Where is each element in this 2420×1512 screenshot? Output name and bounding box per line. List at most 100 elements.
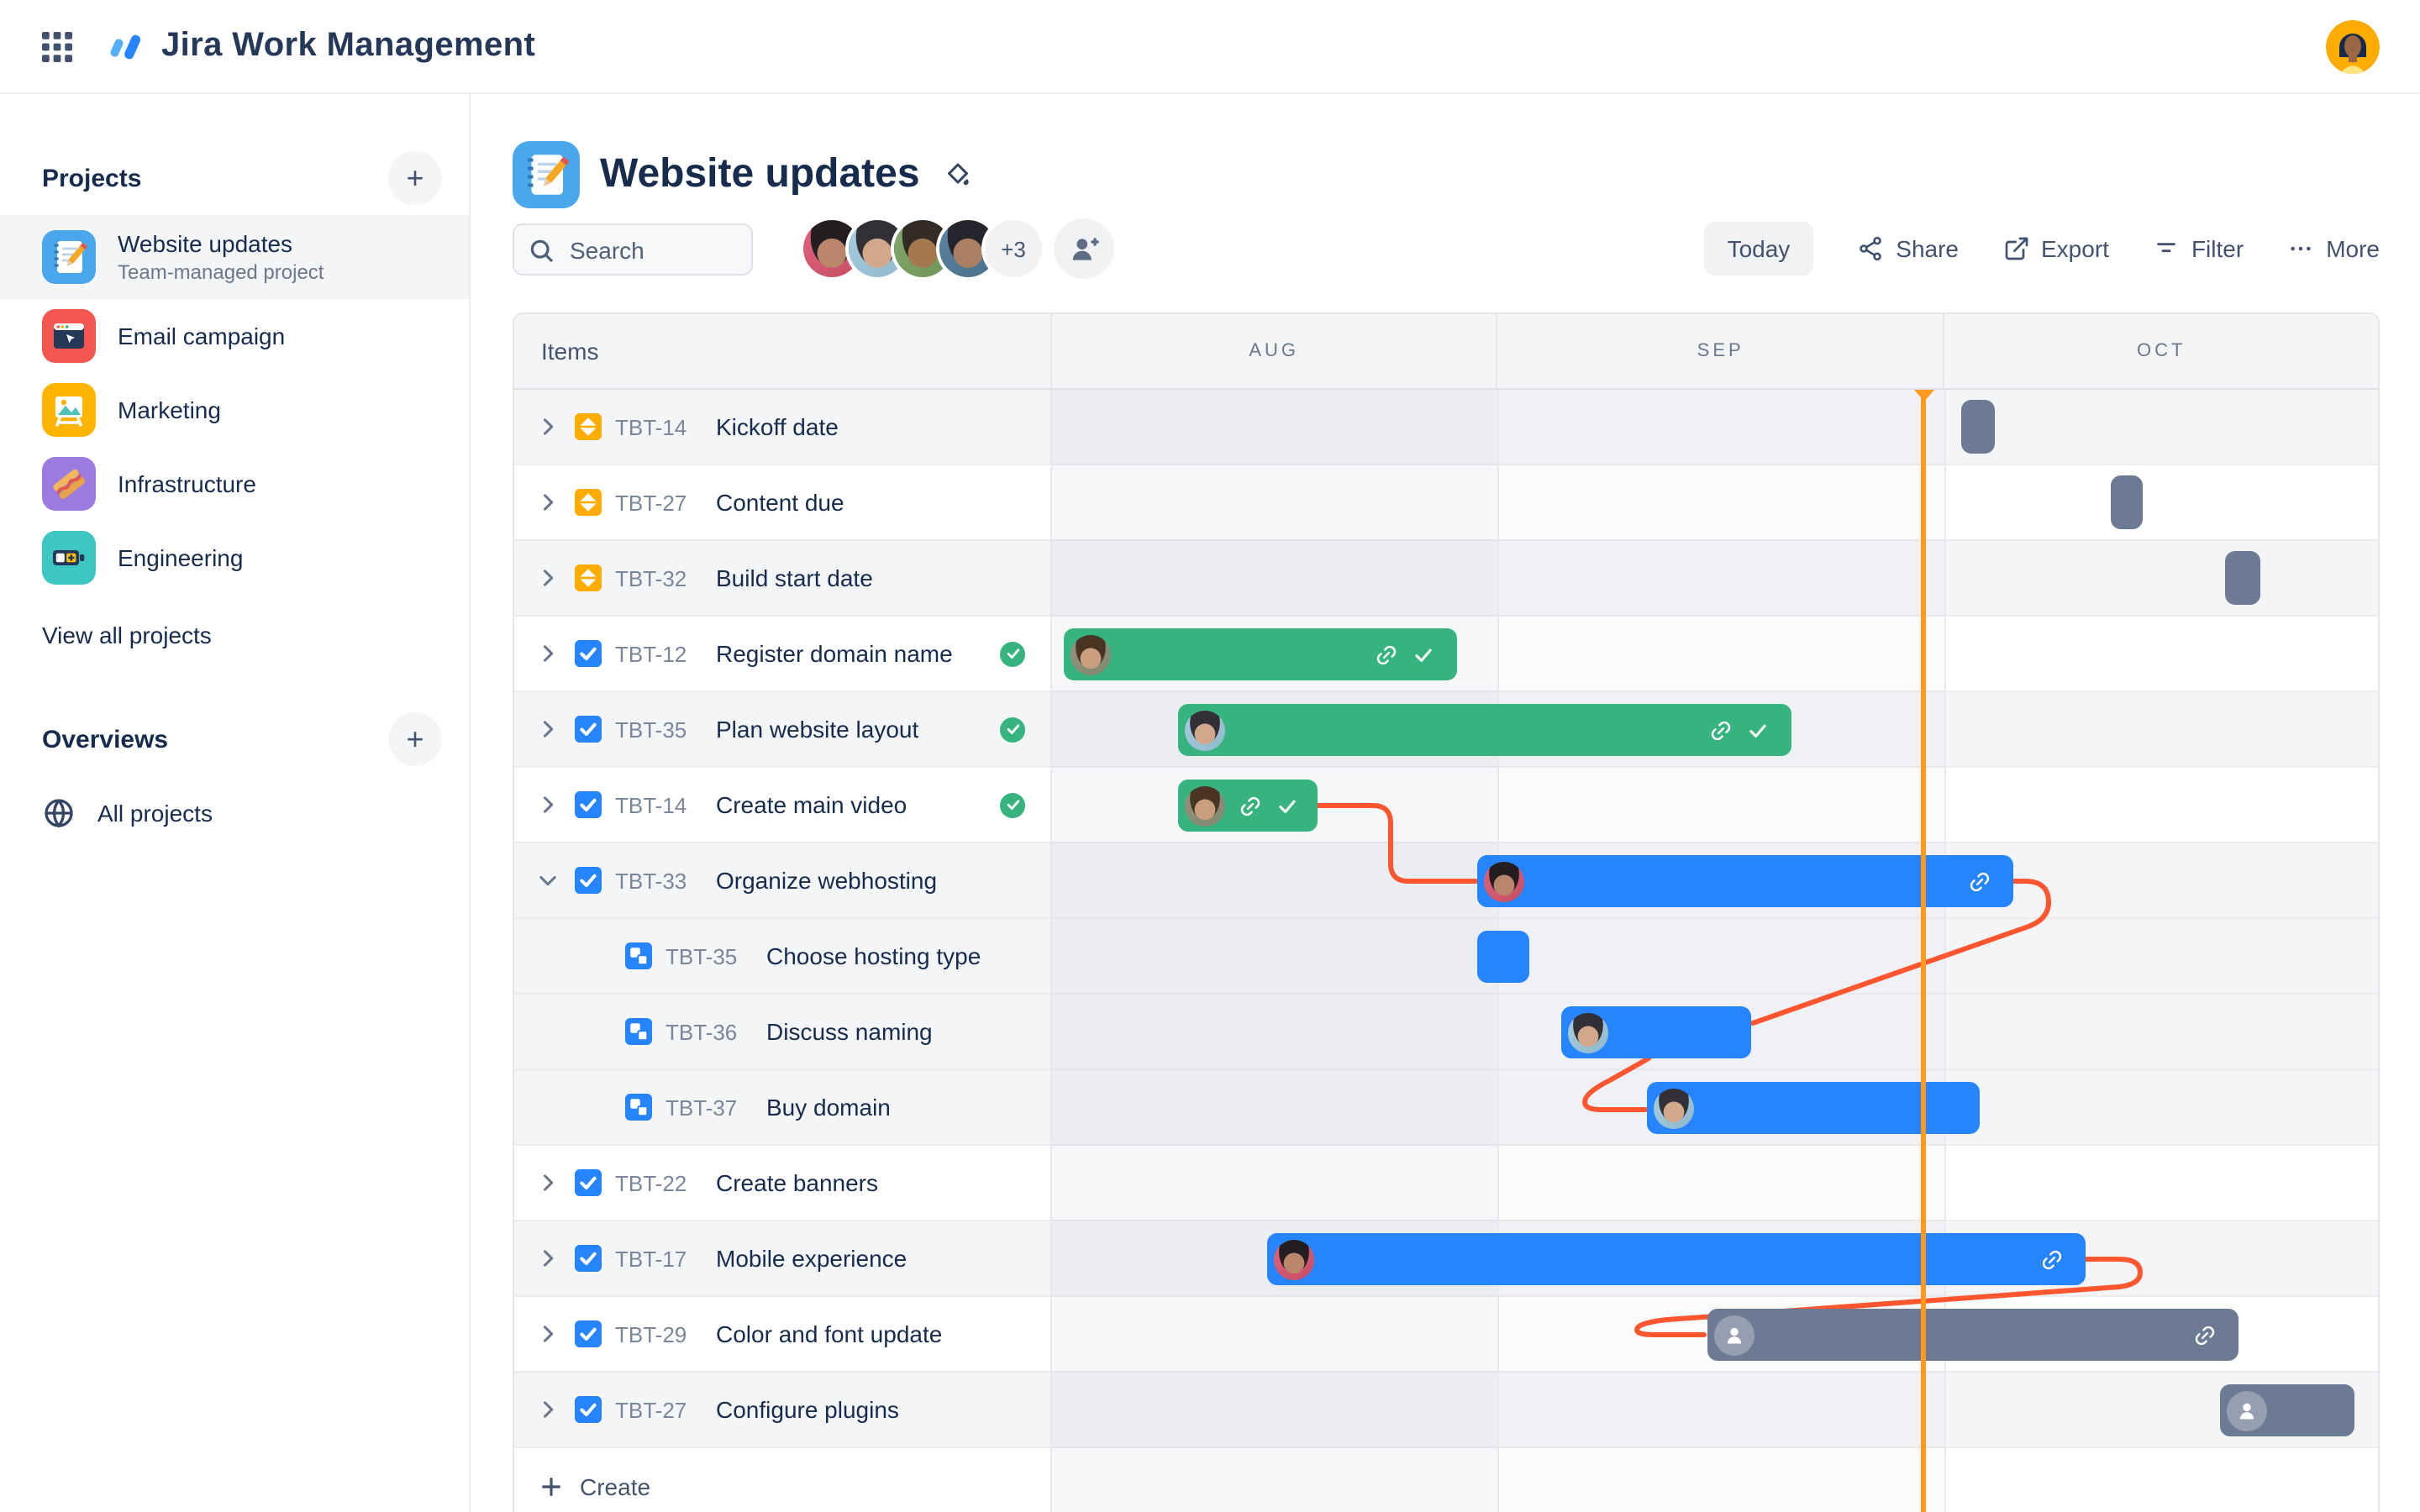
view-all-projects-link[interactable]: View all projects bbox=[42, 622, 212, 648]
assignee-avatar bbox=[1185, 710, 1225, 750]
avatar-overflow-count[interactable]: +3 bbox=[985, 220, 1042, 277]
timeline-row-register-domain-name[interactable]: TBT-12 Register domain name bbox=[514, 617, 2378, 692]
notebook-blue-icon bbox=[42, 230, 96, 284]
link-icon bbox=[1709, 718, 1733, 742]
add-overview-button[interactable]: + bbox=[388, 712, 442, 766]
sidebar-project-engineering[interactable]: Engineering bbox=[0, 521, 469, 595]
items-cell: TBT-33 Organize webhosting bbox=[514, 843, 1050, 917]
timeline-row-content-due[interactable]: TBT-27 Content due bbox=[514, 465, 2378, 541]
milestone-bar[interactable] bbox=[1961, 400, 1995, 454]
timeline-row-create-main-video[interactable]: TBT-14 Create main video bbox=[514, 768, 2378, 843]
items-cell: TBT-17 Mobile experience bbox=[514, 1221, 1050, 1295]
issue-key: TBT-12 bbox=[615, 641, 687, 666]
gantt-bar[interactable] bbox=[1707, 1309, 2238, 1361]
done-status-icon bbox=[1000, 792, 1025, 817]
account-avatar[interactable] bbox=[2326, 20, 2380, 74]
timeline-row-create-banners[interactable]: TBT-22 Create banners bbox=[514, 1146, 2378, 1221]
chevron-right-icon[interactable] bbox=[534, 1320, 561, 1347]
issue-key: TBT-36 bbox=[666, 1019, 738, 1044]
check-icon bbox=[1746, 718, 1770, 742]
chevron-right-icon[interactable] bbox=[534, 640, 561, 667]
gantt-bar[interactable] bbox=[1267, 1233, 2086, 1285]
issue-key: TBT-14 bbox=[615, 414, 687, 439]
items-cell: TBT-27 Configure plugins bbox=[514, 1373, 1050, 1446]
milestone-bar[interactable] bbox=[2111, 475, 2143, 529]
sidebar-project-marketing[interactable]: Marketing bbox=[0, 373, 469, 447]
gantt-bar[interactable] bbox=[1064, 628, 1457, 680]
gantt-bar[interactable] bbox=[2220, 1384, 2354, 1436]
timeline-row-buy-domain[interactable]: TBT-37 Buy domain bbox=[514, 1070, 2378, 1146]
timeline-row-build-start-date[interactable]: TBT-32 Build start date bbox=[514, 541, 2378, 617]
issue-key: TBT-35 bbox=[666, 943, 738, 969]
issue-key: TBT-17 bbox=[615, 1246, 687, 1271]
timeline-row-configure-plugins[interactable]: TBT-27 Configure plugins bbox=[514, 1373, 2378, 1448]
gantt-bar[interactable] bbox=[1178, 704, 1791, 756]
sidebar-project-email-campaign[interactable]: Email campaign bbox=[0, 299, 469, 373]
milestone-bar[interactable] bbox=[2225, 551, 2260, 605]
timeline-row-discuss-naming[interactable]: TBT-36 Discuss naming bbox=[514, 995, 2378, 1070]
more-button[interactable]: More bbox=[2287, 235, 2380, 262]
timeline-table: Items AUG SEP OCT TBT-14 Kickoff date TBT-27… bbox=[513, 312, 2380, 1512]
filter-button[interactable]: Filter bbox=[2153, 235, 2244, 262]
timeline-row-choose-hosting-type[interactable]: TBT-35 Choose hosting type bbox=[514, 919, 2378, 995]
export-icon bbox=[2004, 237, 2028, 260]
app-switcher-icon[interactable] bbox=[30, 19, 84, 73]
chevron-right-icon[interactable] bbox=[534, 489, 561, 516]
chevron-right-icon[interactable] bbox=[534, 1245, 561, 1272]
link-icon bbox=[1375, 643, 1398, 666]
battery-teal-icon bbox=[42, 531, 96, 585]
timeline-row-kickoff-date[interactable]: TBT-14 Kickoff date bbox=[514, 390, 2378, 465]
chevron-right-icon[interactable] bbox=[534, 1396, 561, 1423]
share-button[interactable]: Share bbox=[1857, 235, 1959, 262]
overview-name: All projects bbox=[97, 800, 213, 827]
search-icon bbox=[530, 239, 553, 261]
create-item-row[interactable]: Create bbox=[514, 1448, 2378, 1512]
assignee-avatar bbox=[1071, 634, 1111, 675]
add-project-button[interactable]: + bbox=[388, 151, 442, 205]
gantt-bar[interactable] bbox=[1178, 780, 1318, 832]
export-button[interactable]: Export bbox=[2002, 235, 2109, 262]
chevron-right-icon[interactable] bbox=[534, 413, 561, 440]
product-name: Jira Work Management bbox=[161, 27, 536, 64]
items-cell: TBT-32 Build start date bbox=[514, 541, 1050, 615]
sidebar-item-all-projects[interactable]: All projects bbox=[42, 783, 469, 843]
person-add-icon bbox=[1071, 237, 1098, 260]
chevron-right-icon[interactable] bbox=[534, 791, 561, 818]
gantt-bar[interactable] bbox=[1561, 1006, 1751, 1058]
sidebar-project-infrastructure[interactable]: Infrastructure bbox=[0, 447, 469, 521]
timeline-row-plan-website-layout[interactable]: TBT-35 Plan website layout bbox=[514, 692, 2378, 768]
style-ink-icon[interactable] bbox=[944, 160, 974, 190]
timeline-row-organize-webhosting[interactable]: TBT-33 Organize webhosting bbox=[514, 843, 2378, 919]
issue-key: TBT-33 bbox=[615, 868, 687, 893]
gantt-bar[interactable] bbox=[1477, 931, 1529, 983]
items-cell: TBT-29 Color and font update bbox=[514, 1297, 1050, 1371]
gantt-bar[interactable] bbox=[1477, 855, 2013, 907]
timeline-row-color-and-font-update[interactable]: TBT-29 Color and font update bbox=[514, 1297, 2378, 1373]
product-logo[interactable]: Jira Work Management bbox=[108, 27, 535, 66]
chevron-right-icon[interactable] bbox=[534, 1169, 561, 1196]
gantt-bar[interactable] bbox=[1647, 1082, 1980, 1134]
issue-name: Discuss naming bbox=[766, 1018, 933, 1045]
link-icon bbox=[1968, 869, 1991, 893]
chevron-right-icon[interactable] bbox=[534, 716, 561, 743]
easel-yellow-icon bbox=[42, 383, 96, 437]
member-avatar-stack: +3 bbox=[803, 220, 1042, 277]
task-type-icon bbox=[575, 1245, 602, 1272]
task-type-icon bbox=[575, 791, 602, 818]
issue-key: TBT-37 bbox=[666, 1095, 738, 1120]
chevron-down-icon[interactable] bbox=[534, 867, 561, 894]
timeline-row-mobile-experience[interactable]: TBT-17 Mobile experience bbox=[514, 1221, 2378, 1297]
sidebar-project-website-updates[interactable]: Website updates Team-managed project bbox=[0, 215, 469, 299]
today-button[interactable]: Today bbox=[1703, 222, 1814, 276]
assignee-avatar bbox=[1274, 1239, 1314, 1279]
search-input[interactable] bbox=[566, 234, 734, 265]
add-people-button[interactable] bbox=[1054, 218, 1114, 279]
issue-name: Configure plugins bbox=[716, 1396, 899, 1423]
project-subtitle: Team-managed project bbox=[118, 260, 324, 284]
subtask-type-icon bbox=[625, 1018, 652, 1045]
chevron-right-icon[interactable] bbox=[534, 564, 561, 591]
globe-icon bbox=[42, 796, 76, 830]
task-type-icon bbox=[575, 716, 602, 743]
task-type-icon bbox=[575, 1320, 602, 1347]
